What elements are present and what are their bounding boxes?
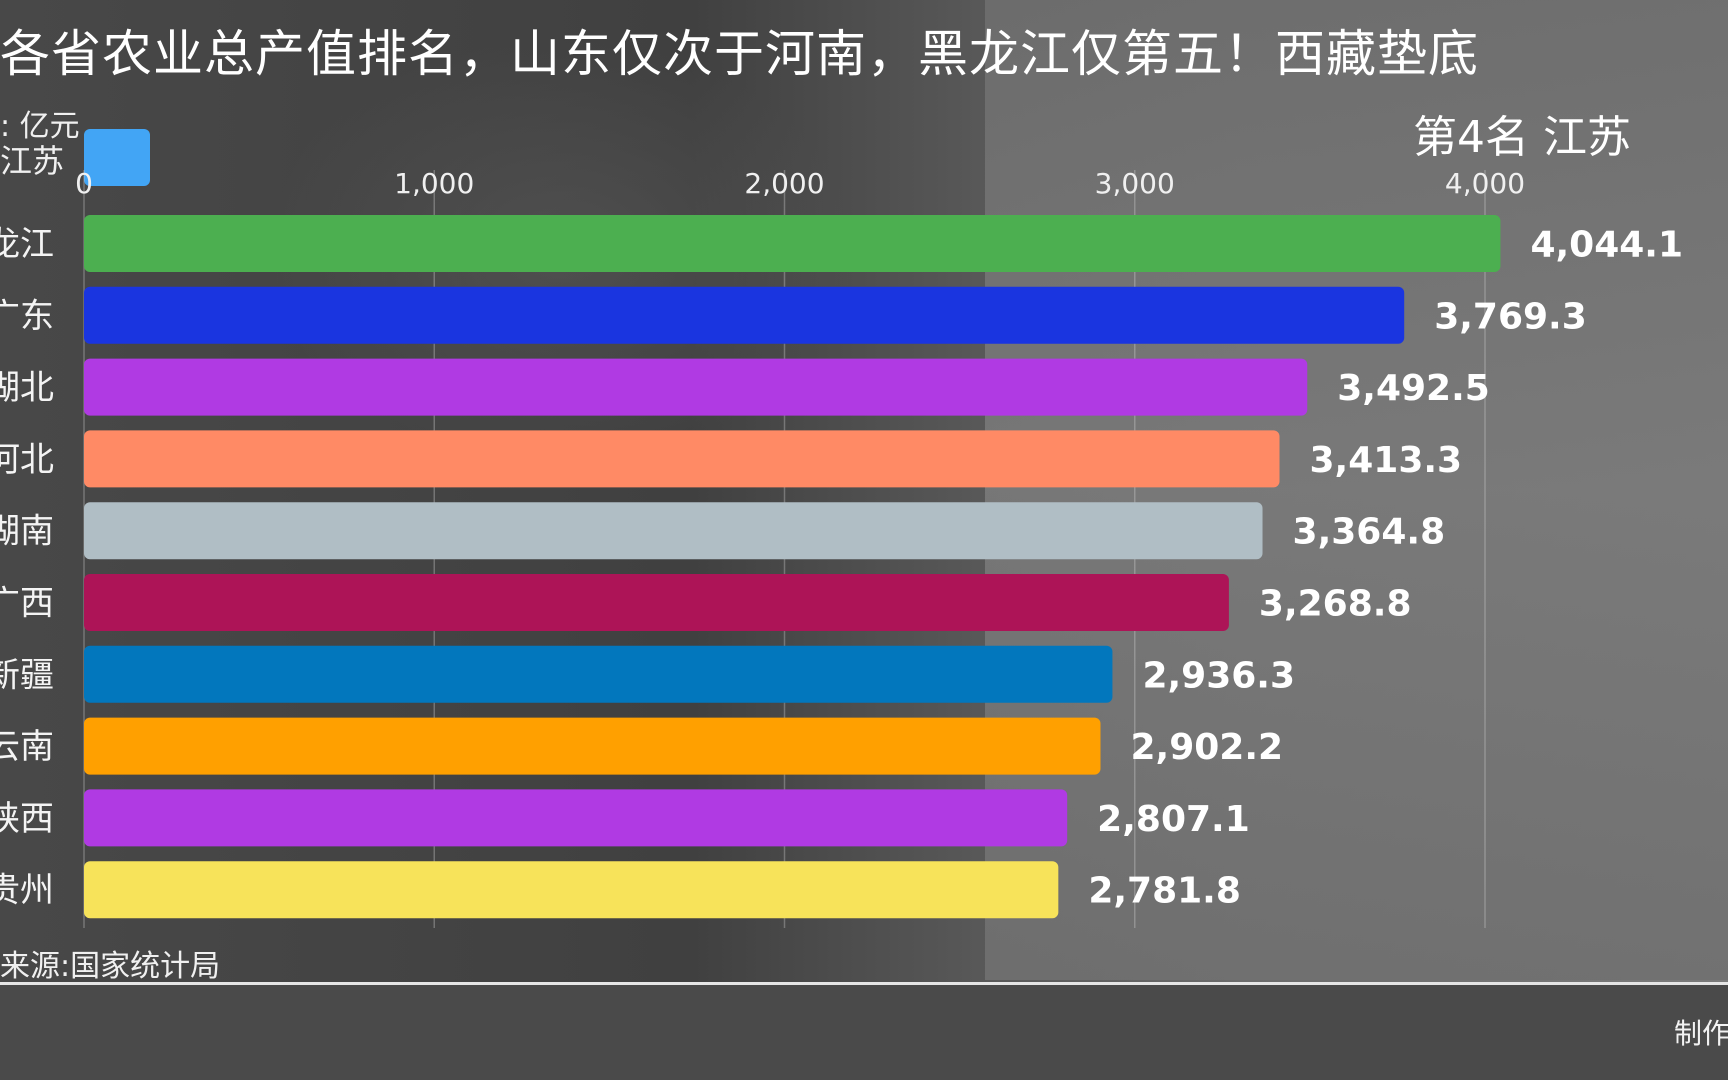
bar <box>84 215 1501 272</box>
unit-label: : 亿元 <box>0 109 80 144</box>
rank-label: 第4名 江苏 <box>1413 112 1631 163</box>
category-label: 陕西 <box>0 799 54 839</box>
category-label: 龙江 <box>0 225 54 265</box>
bar <box>84 286 1405 344</box>
chart-title: 各省农业总产值排名，山东仅次于河南，黑龙江仅第五！西藏垫底 <box>0 25 1479 83</box>
x-tick-label: 0 <box>75 167 93 200</box>
x-tick-label: 4,000 <box>1445 167 1525 200</box>
value-label: 3,268.8 <box>1259 584 1412 625</box>
bar <box>84 717 1101 775</box>
bottom-divider <box>0 982 1728 985</box>
bar <box>84 645 1113 703</box>
bottom-bar <box>0 985 1728 1080</box>
x-tick-label: 2,000 <box>744 167 824 200</box>
category-label: 湖北 <box>0 368 54 408</box>
credit-label: 制作 <box>1674 1017 1728 1050</box>
value-label: 4,044.1 <box>1530 225 1683 266</box>
bar <box>84 861 1059 919</box>
bar <box>84 574 1229 631</box>
value-label: 3,413.3 <box>1310 440 1463 481</box>
category-label: 云南 <box>0 727 54 767</box>
value-label: 3,364.8 <box>1293 512 1446 553</box>
category-label: 河北 <box>0 440 54 480</box>
bar <box>84 502 1263 560</box>
value-labels: 4,044.1 3,769.3 3,492.5 3,413.3 3,364.8 3,268… <box>1088 225 1683 912</box>
legend-swatch <box>84 129 150 186</box>
value-label: 2,781.8 <box>1088 871 1241 912</box>
value-label: 2,936.3 <box>1142 655 1295 696</box>
category-label: 新疆 <box>0 655 54 695</box>
value-label: 3,492.5 <box>1337 368 1490 409</box>
x-tick-label: 3,000 <box>1095 167 1175 200</box>
background-map-panel <box>985 0 1728 980</box>
bar <box>84 789 1068 847</box>
x-tick-label: 1,000 <box>394 167 474 200</box>
value-label: 2,807.1 <box>1097 799 1250 840</box>
value-label: 2,902.2 <box>1130 727 1283 768</box>
partial-category-label: 江苏 <box>0 142 64 180</box>
bar <box>84 358 1308 416</box>
category-label: 湖南 <box>0 512 54 552</box>
bar <box>84 430 1280 488</box>
source-label: 来源:国家统计局 <box>0 949 220 984</box>
category-label: 广东 <box>0 296 54 336</box>
x-axis-ticks: 0 1,000 2,000 3,000 4,000 <box>75 167 1525 200</box>
category-label: 广西 <box>0 584 54 624</box>
value-label: 3,769.3 <box>1434 296 1587 337</box>
category-label: 贵州 <box>0 871 54 911</box>
bars <box>84 215 1501 919</box>
